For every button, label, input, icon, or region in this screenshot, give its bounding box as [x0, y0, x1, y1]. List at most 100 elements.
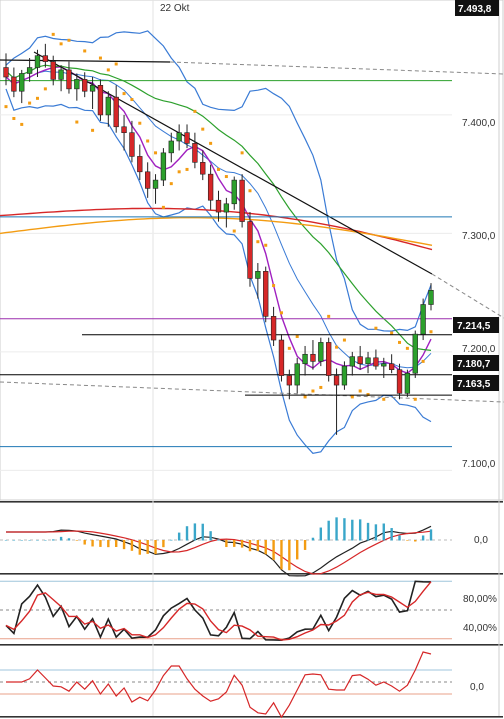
sar-dot	[327, 314, 331, 318]
sar-dot	[248, 189, 252, 193]
macd-histogram-bar	[154, 540, 157, 555]
candle-body	[74, 79, 80, 90]
macd-histogram-bar	[280, 540, 283, 570]
sar-dot	[279, 311, 283, 315]
candle-body	[326, 342, 332, 376]
macd-histogram-bar	[429, 529, 433, 541]
candle-body	[121, 126, 127, 134]
sar-dot	[374, 326, 378, 330]
sar-dot	[382, 397, 386, 401]
candle-body	[34, 55, 41, 68]
macd-histogram-bar	[406, 540, 409, 541]
macd-histogram-bar	[99, 540, 102, 547]
macd-histogram-bar	[217, 539, 220, 541]
y-tick-label: 7.300,0	[462, 231, 496, 242]
stochastic-panel	[0, 580, 452, 642]
macd-histogram-bar	[67, 538, 71, 541]
macd-histogram-bar	[114, 540, 118, 547]
lower-band-line	[5, 88, 432, 454]
candle-body	[42, 55, 49, 62]
sar-dot	[390, 331, 394, 335]
sar-dot	[51, 32, 55, 36]
price-tag: 7.214,5	[453, 317, 499, 333]
sar-dot	[421, 359, 425, 363]
panel-separator	[0, 716, 503, 718]
candle-body	[255, 271, 261, 279]
macd-histogram-bar	[225, 540, 228, 548]
candle-body	[278, 339, 285, 376]
candle-body	[50, 61, 56, 80]
macd-histogram-bar	[193, 523, 197, 541]
sar-dot	[106, 68, 110, 72]
candle-body	[302, 353, 308, 365]
momentum-panel	[0, 651, 452, 719]
macd-histogram-bar	[59, 536, 63, 541]
macd-histogram-bar	[233, 540, 236, 547]
candle-body	[318, 342, 324, 362]
long-ma-line	[0, 207, 433, 251]
candle-body	[396, 369, 403, 394]
candle-body	[310, 353, 316, 362]
macd-histogram-bar	[256, 540, 260, 552]
trend-line-dashed	[169, 61, 504, 75]
panel-separator	[0, 573, 503, 575]
sar-dot	[20, 122, 24, 126]
macd-histogram-bar	[335, 517, 338, 541]
sar-dot	[161, 205, 165, 209]
candle-body	[26, 67, 33, 74]
sar-dot	[217, 167, 220, 171]
sar-dot	[264, 243, 268, 247]
sar-dot	[177, 170, 181, 174]
y-tick-label: 7.400,0	[462, 118, 496, 129]
sar-dot	[358, 389, 362, 393]
sar-dot	[256, 240, 260, 244]
candle-body	[341, 365, 348, 386]
price-tag-label: 7.163,5	[457, 379, 491, 390]
candle-body	[105, 96, 111, 116]
candle-body	[420, 304, 426, 335]
date-label: 22 Okt	[160, 3, 190, 14]
sar-dot	[91, 128, 95, 132]
long-ma-line	[0, 216, 433, 246]
sar-dot	[130, 98, 134, 102]
candle-body	[200, 162, 206, 175]
medium-ma-line	[5, 64, 432, 351]
candle-body	[247, 221, 253, 279]
macd-histogram-bar	[162, 540, 165, 548]
macd-histogram-bar	[130, 540, 134, 551]
sar-dot	[67, 38, 71, 42]
macd-histogram-bar	[382, 523, 385, 541]
macd-histogram-bar	[414, 540, 417, 542]
y-tick-label: 7.200,0	[462, 344, 496, 355]
candle-body	[168, 140, 174, 154]
candle-body	[145, 171, 151, 189]
macd-histogram-bar	[28, 540, 31, 541]
macd-histogram-bar	[146, 540, 149, 554]
momentum-zero-label: 0,0	[470, 682, 484, 693]
sar-dot	[201, 127, 205, 131]
macd-zero-label: 0,0	[474, 535, 488, 546]
macd-histogram-bar	[170, 539, 173, 541]
sar-dot	[185, 167, 189, 171]
panel-separator	[0, 501, 503, 503]
stoch-d-line	[5, 581, 432, 641]
sar-dot	[224, 175, 228, 179]
candle-body	[152, 179, 159, 189]
candle-body	[58, 69, 64, 80]
sar-dot	[272, 284, 276, 288]
trend-line-dashed	[431, 273, 504, 319]
sar-dot	[319, 385, 323, 389]
price-tag: 7.493,8	[455, 0, 499, 16]
macd-histogram-bar	[12, 540, 16, 541]
sar-dot	[28, 101, 32, 105]
macd-histogram-bar	[209, 531, 212, 541]
sar-dot	[413, 397, 417, 401]
sar-dot	[232, 229, 236, 233]
stoch-k-line	[5, 580, 432, 642]
candle-body	[113, 96, 119, 128]
macd-histogram-bar	[4, 540, 8, 541]
macd-histogram-bar	[36, 540, 39, 541]
macd-histogram-bar	[20, 540, 23, 541]
candle-body	[381, 363, 387, 367]
